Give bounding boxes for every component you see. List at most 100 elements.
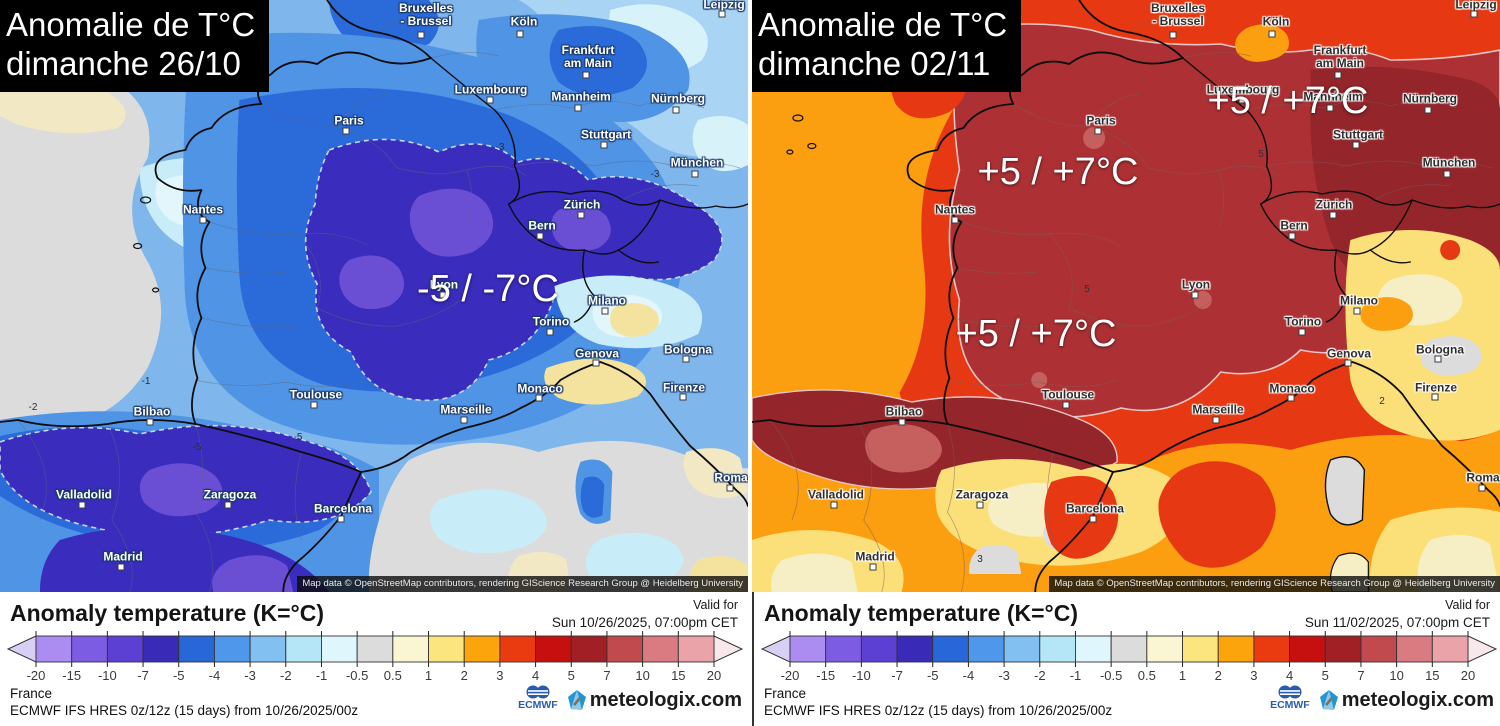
annotation-layer: +5 / +7°C +5 / +7°C +5 / +7°C 5 5 3 2 — [752, 0, 1500, 592]
svg-text:20: 20 — [1461, 668, 1475, 683]
valid-for-block: Valid for Sun 11/02/2025, 07:00pm CET — [1305, 597, 1490, 632]
svg-text:-20: -20 — [27, 668, 46, 683]
svg-text:2: 2 — [1215, 668, 1222, 683]
city-marker — [1431, 393, 1439, 401]
contour-label: -5 — [293, 432, 303, 443]
city-marker — [342, 127, 350, 135]
city-label: Genova — [1326, 346, 1372, 361]
city-marker — [535, 394, 543, 402]
city-label: Stuttgart — [581, 127, 631, 142]
map-title-line1: Anomalie de T°C — [758, 6, 1008, 43]
contour-label: -3 — [495, 142, 505, 153]
panel-left: Bruxelles - Brussel Köln Frankfurt am Main Le… — [0, 0, 748, 726]
ecmwf-logo[interactable]: ECMWF — [518, 685, 558, 711]
city-label: Valladolid — [807, 487, 865, 502]
logo-row: ECMWF meteologix.com — [1270, 685, 1494, 711]
city-label: München — [670, 155, 724, 170]
svg-text:1: 1 — [1179, 668, 1186, 683]
svg-text:0.5: 0.5 — [384, 668, 402, 683]
city-label: Mannheim — [551, 89, 611, 104]
model-info: ECMWF IFS HRES 0z/12z (15 days) from 10/… — [10, 703, 359, 718]
valid-for-label: Valid for — [1445, 598, 1490, 612]
city-label: Marseille — [440, 402, 492, 417]
svg-text:7: 7 — [1357, 668, 1364, 683]
map-title-line2: dimanche 26/10 — [6, 45, 241, 82]
meteologix-logo[interactable]: meteologix.com — [1319, 689, 1494, 711]
svg-text:4: 4 — [532, 668, 539, 683]
region-borders — [769, 19, 1493, 592]
ecmwf-logo-text: ECMWF — [1270, 699, 1310, 711]
city-layer: Bruxelles - Brussel Köln Frankfurt am Main Le… — [0, 0, 748, 592]
city-marker — [199, 216, 207, 224]
contour-label: -3 — [650, 169, 660, 180]
city-marker — [672, 106, 680, 114]
city-label: Monaco — [517, 381, 563, 396]
city-marker — [439, 291, 447, 299]
legend-title: Anomaly temperature (K=°C) — [10, 600, 325, 626]
svg-text:-3: -3 — [998, 668, 1010, 683]
map-attribution: Map data © OpenStreetMap contributors, r… — [1049, 576, 1500, 592]
warm-fill-regions — [752, 0, 1500, 592]
city-marker — [574, 104, 582, 112]
svg-text:-1: -1 — [316, 668, 328, 683]
valid-datetime: Sun 11/02/2025, 07:00pm CET — [1304, 615, 1490, 631]
contour-label: 3 — [977, 554, 983, 565]
ecmwf-logo[interactable]: ECMWF — [1270, 685, 1310, 711]
contour-label: 5 — [1258, 149, 1264, 160]
city-label: Madrid — [855, 549, 895, 564]
city-marker — [1287, 394, 1295, 402]
city-label: Zürich — [1315, 197, 1353, 212]
city-marker — [486, 96, 494, 104]
svg-text:2: 2 — [461, 668, 468, 683]
city-label: Nantes — [934, 202, 976, 217]
ecmwf-globe-icon — [1278, 685, 1302, 699]
meteologix-logo-text: meteologix.com — [1341, 688, 1494, 711]
city-label: Bruxelles - Brussel — [398, 1, 454, 28]
city-marker — [1238, 96, 1246, 104]
city-label: Zürich — [563, 197, 601, 212]
city-label: Milano — [1340, 293, 1378, 308]
city-marker — [117, 563, 125, 571]
svg-text:0.5: 0.5 — [1138, 668, 1156, 683]
city-label: Lyon — [429, 277, 459, 292]
city-label: Mannheim — [1303, 89, 1363, 104]
city-label: Genova — [574, 346, 620, 361]
region-borders — [17, 19, 741, 592]
city-label: Frankfurt am Main — [1313, 43, 1367, 70]
svg-text:-10: -10 — [852, 668, 871, 683]
city-marker — [417, 31, 425, 39]
map-right: Bruxelles - Brussel Köln Frankfurt am Main Le… — [752, 0, 1500, 592]
map-title: Anomalie de T°C dimanche 26/10 — [0, 0, 270, 92]
city-marker — [1470, 10, 1478, 18]
city-marker — [1191, 291, 1199, 299]
city-label: Nantes — [182, 202, 224, 217]
city-marker — [1288, 232, 1296, 240]
contour-label: -2 — [28, 402, 38, 413]
city-label: Zaragoza — [203, 487, 257, 502]
svg-text:-4: -4 — [963, 668, 975, 683]
svg-text:15: 15 — [1425, 668, 1439, 683]
city-label: Monaco — [1269, 381, 1315, 396]
temperature-annotation: -5 / -7°C — [417, 268, 559, 310]
svg-text:-1: -1 — [1070, 668, 1082, 683]
svg-text:-10: -10 — [98, 668, 117, 683]
city-marker — [546, 328, 554, 336]
city-label: Roma — [714, 470, 748, 485]
city-label: Barcelona — [313, 501, 373, 516]
city-label: Bruxelles - Brussel — [1150, 1, 1206, 28]
svg-text:3: 3 — [496, 668, 503, 683]
temperature-anomaly-map-warm — [752, 0, 1500, 592]
city-label: Paris — [1086, 113, 1116, 128]
map-attribution: Map data © OpenStreetMap contributors, r… — [297, 576, 748, 592]
city-marker — [1062, 401, 1070, 409]
small-islands — [786, 114, 817, 155]
city-label: Frankfurt am Main — [561, 43, 615, 70]
city-marker — [1434, 355, 1442, 363]
city-marker — [1334, 71, 1342, 79]
city-marker — [582, 71, 590, 79]
city-label: Madrid — [103, 549, 143, 564]
svg-text:4: 4 — [1286, 668, 1293, 683]
meteologix-logo[interactable]: meteologix.com — [567, 689, 742, 711]
logo-row: ECMWF meteologix.com — [518, 685, 742, 711]
